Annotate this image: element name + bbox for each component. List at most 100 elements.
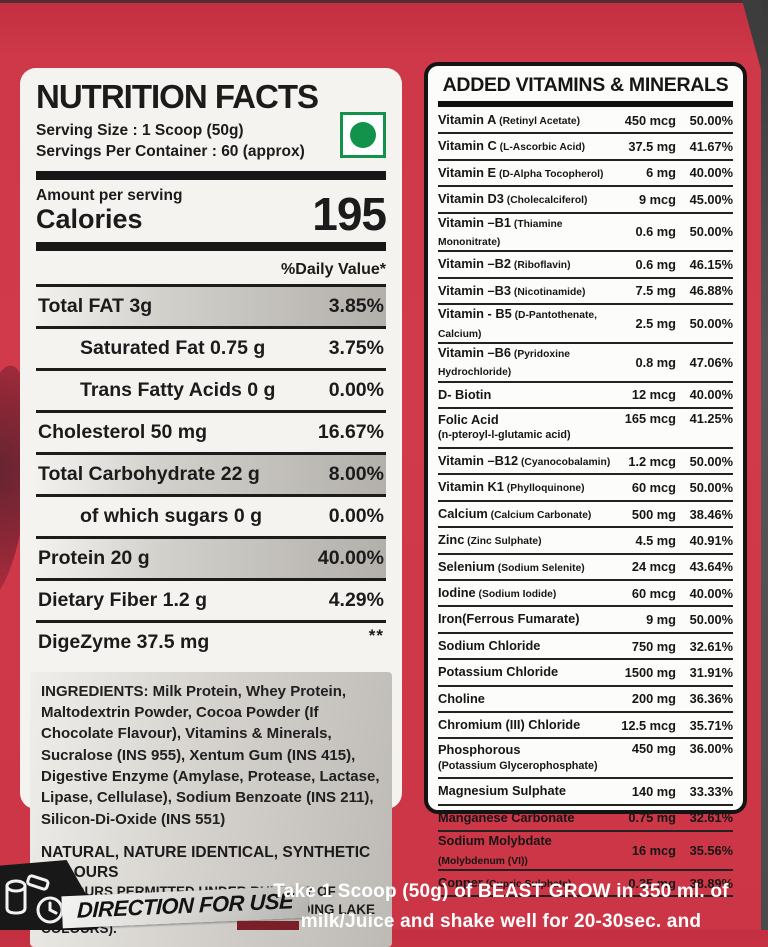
nutrient-value: ** <box>368 625 384 645</box>
vitamin-name: Vitamin K1 <box>438 479 504 495</box>
vitamin-percent: 40.00% <box>689 585 733 601</box>
vitamin-detail: (L-Ascorbic Acid) <box>496 142 586 154</box>
vitamin-percent: 33.33% <box>689 784 733 800</box>
vitamin-amount: 12.5 mcg <box>621 717 676 733</box>
vitamin-row: Vitamin - B5 (D-Pantothenate, Calcium) 2.… <box>438 305 733 344</box>
vitamin-detail: (Thiamine Mononitrate) <box>438 218 563 248</box>
vitamin-name: Iron(Ferrous Fumarate) <box>438 611 580 627</box>
vitamin-amount: 200 mg <box>631 691 676 707</box>
vitamin-percent: 43.64% <box>689 559 733 575</box>
vitamin-detail: (Cholecalciferol) <box>503 195 588 207</box>
vitamin-name: Manganese Carbonate <box>438 809 575 825</box>
servings-per-container-line: Servings Per Container : 60 (approx) <box>36 143 305 161</box>
vitamin-name-block: Manganese Carbonate <box>438 809 614 827</box>
vitamin-percent: 40.91% <box>689 532 733 548</box>
vitamin-amount: 6 mg <box>646 165 676 181</box>
bottom-partial-box <box>237 921 299 930</box>
nutrient-row: Total FAT 3g 3.85% <box>36 286 386 329</box>
vitamin-row: Vitamin –B1 (Thiamine Mononitrate) 0.6 mg… <box>438 214 733 253</box>
vitamin-amount: 0.8 mg <box>635 354 676 370</box>
vitamin-name: Calcium <box>438 505 488 521</box>
direction-text: Take 1 Scoop (50g) of BEAST GROW in 350 … <box>252 877 750 938</box>
vitamin-percent: 36.00% <box>689 741 733 757</box>
direction-text-line1: Take 1 Scoop (50g) of BEAST GROW in 350 … <box>273 881 729 902</box>
vitamin-amount: 0.35 mg <box>628 875 676 891</box>
vitamins-minerals-panel: ADDED VITAMINS & MINERALS Vitamin A (Ret… <box>424 62 747 898</box>
vitamin-name-block: D- Biotin <box>438 386 614 404</box>
vitamin-percent: 38.89% <box>689 875 733 891</box>
vitamin-row: Sodium Molybdate (Molybdenum (VI)) 16 mcg… <box>438 832 733 871</box>
vitamin-row: Selenium (Sodium Selenite) 24 mcg 43.64% <box>438 555 733 582</box>
vitamin-amount: 7.5 mg <box>635 283 676 299</box>
vitamin-row: Vitamin E (D-Alpha Tocopherol) 6 mg 40.00% <box>438 161 733 188</box>
vitamin-name: Vitamin –B2 <box>438 256 512 272</box>
vitamin-detail: (D-Alpha Tocopherol) <box>496 168 604 180</box>
vitamin-name-block: Vitamin K1 (Phylloquinone) <box>438 478 614 496</box>
vitamin-name: Vitamin –B12 <box>438 453 519 469</box>
nutrient-value: 3.75% <box>328 336 384 359</box>
vitamin-percent: 38.46% <box>689 506 733 522</box>
vitamin-detail: (Sodium Iodide) <box>475 589 557 601</box>
nutrient-label: Trans Fatty Acids 0 g <box>80 378 276 401</box>
vitamin-name: Phosphorous <box>438 742 521 758</box>
vitamin-percent: 50.00% <box>689 224 733 240</box>
vitamin-name: Choline <box>438 690 485 706</box>
vitamin-row: Magnesium Sulphate 140 mg 33.33% <box>438 779 733 806</box>
vitamin-amount: 0.6 mg <box>635 224 676 240</box>
nutrient-label: Total Carbohydrate 22 g <box>38 462 260 485</box>
vitamin-name: Vitamin C <box>438 138 497 154</box>
vitamin-name: Zinc <box>438 532 465 548</box>
vitamin-percent: 35.71% <box>689 717 733 733</box>
vitamin-percent: 41.25% <box>689 411 733 427</box>
vitamin-name: Vitamin –B3 <box>438 282 512 298</box>
vitamin-percent: 50.00% <box>689 316 733 332</box>
vitamin-detail: (D-Pantothenate, Calcium) <box>438 310 597 340</box>
vitamin-amount: 60 mcg <box>631 585 676 601</box>
vitamin-detail: (Nicotinamide) <box>511 286 586 298</box>
vitamin-name: Iodine <box>438 585 476 601</box>
package-top-edge <box>0 0 768 3</box>
vitamin-name: Vitamin A <box>438 112 497 127</box>
vitamin-amount: 60 mcg <box>631 480 676 496</box>
vitamin-row: Folic Acid (n-pteroyl-l-glutamic acid) 165… <box>438 409 733 450</box>
vitamin-name-block: Iron(Ferrous Fumarate) <box>438 610 614 628</box>
vitamin-amount: 12 mcg <box>631 387 676 403</box>
vitamin-row: D- Biotin 12 mcg 40.00% <box>438 383 733 410</box>
vitamin-name-block: Selenium (Sodium Selenite) <box>438 558 614 576</box>
nutrient-rows: Total FAT 3g 3.85% Saturated Fat 0.75 g 3.7… <box>36 283 386 662</box>
package-right-edge <box>761 0 768 930</box>
amount-per-serving-label: Amount per serving <box>36 187 183 205</box>
vitamin-row: Vitamin –B2 (Riboflavin) 0.6 mg 46.15% <box>438 252 733 279</box>
vitamin-detail: (Cupric Sulphate) <box>482 878 572 890</box>
vitamin-detail: (Pyridoxine Hydrochloride) <box>438 348 570 379</box>
vitamin-name-block: Magnesium Sulphate <box>438 782 614 800</box>
vitamin-detail: (Riboflavin) <box>511 260 571 272</box>
vitamin-detail: (Phylloquinone) <box>503 483 585 495</box>
veg-green-dot <box>350 121 376 148</box>
vitamin-row: Phosphorous (Potassium Glycerophosphate) 4… <box>438 739 733 780</box>
vitamin-name-block: Zinc (Zinc Sulphate) <box>438 531 614 549</box>
vitamin-name-block: Potassium Chloride <box>438 663 614 681</box>
vitamin-percent: 32.61% <box>689 810 733 826</box>
vitamin-amount: 165 mcg <box>624 411 676 427</box>
vitamin-name: Vitamin –B6 <box>438 344 512 360</box>
vitamin-amount: 24 mcg <box>631 559 676 575</box>
nutrient-value: 0.00% <box>328 378 384 401</box>
nutrient-row: DigeZyme 37.5 mg ** <box>36 623 386 662</box>
vitamin-percent: 41.67% <box>689 139 733 155</box>
vitamin-percent: 46.88% <box>689 283 733 299</box>
vitamin-amount: 9 mcg <box>639 191 676 207</box>
vitamin-amount: 0.75 mg <box>628 810 676 826</box>
vitamin-name: Potassium Chloride <box>438 664 559 680</box>
vitamin-row: Iodine (Sodium Iodide) 60 mcg 40.00% <box>438 581 733 608</box>
vitamin-row: Vitamin C (L-Ascorbic Acid) 37.5 mg 41.67% <box>438 134 733 161</box>
vitamin-name-block: Vitamin –B3 (Nicotinamide) <box>438 282 614 300</box>
calories-value: 195 <box>312 187 387 240</box>
nutrient-row: Trans Fatty Acids 0 g 0.00% <box>36 371 386 413</box>
divider-bar <box>36 241 386 251</box>
vitamin-percent: 40.00% <box>689 387 733 403</box>
vitamin-name-block: Folic Acid (n-pteroyl-l-glutamic acid) <box>438 411 614 442</box>
serving-info: Serving Size : 1 Scoop (50g) Servings Pe… <box>36 111 386 163</box>
vitamin-amount: 4.5 mg <box>635 532 676 548</box>
nutrient-label: Saturated Fat 0.75 g <box>80 336 266 359</box>
